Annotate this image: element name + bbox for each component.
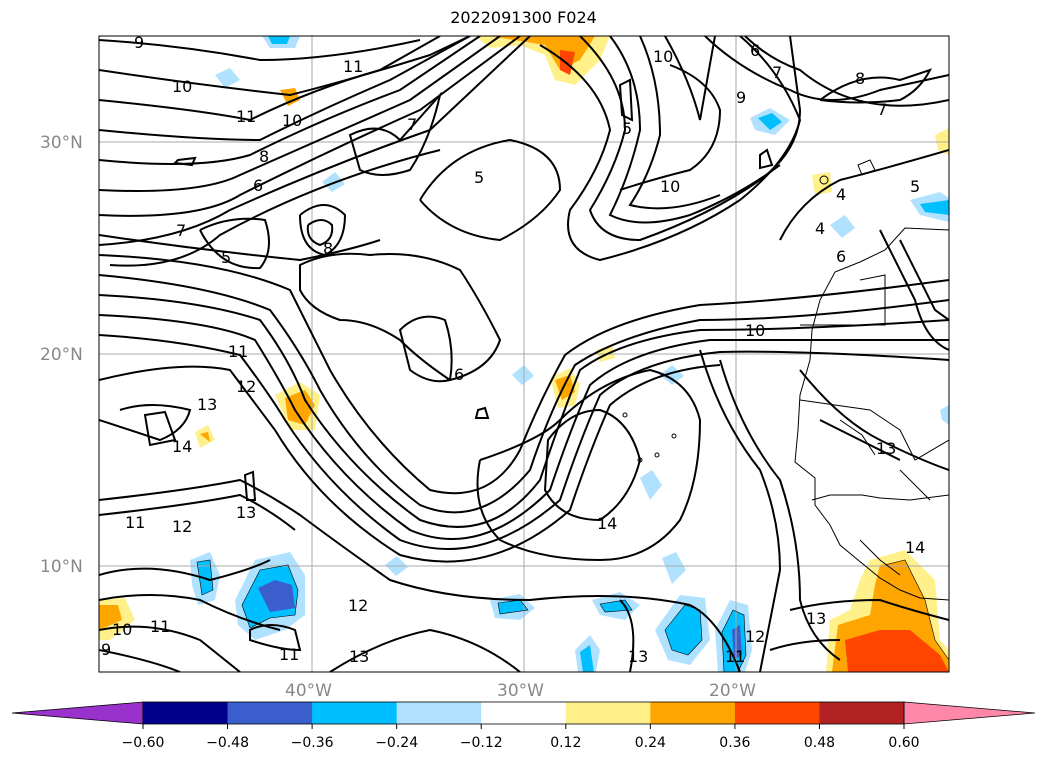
contour-label: 9 bbox=[736, 88, 746, 107]
contour-label: 11 bbox=[343, 57, 363, 76]
contour-label: 12 bbox=[172, 517, 192, 536]
contour-label: 13 bbox=[628, 647, 648, 666]
colorbar-tick-label: 0.60 bbox=[888, 735, 919, 751]
colorbar-extend-high bbox=[903, 701, 1036, 725]
contour-label: 7 bbox=[176, 221, 186, 240]
colorbar-tick-label: 0.12 bbox=[550, 735, 581, 751]
contour-label: 6 bbox=[454, 365, 464, 384]
contour-label: 10 bbox=[660, 177, 680, 196]
contour-label: 12 bbox=[348, 596, 368, 615]
contour-label: 5 bbox=[221, 248, 231, 267]
lon-label: 20°W bbox=[709, 681, 756, 701]
contour-label: 13 bbox=[349, 647, 369, 666]
map-title: 2022091300 F024 bbox=[450, 8, 597, 27]
contour-label: 10 bbox=[282, 111, 302, 130]
contour-label: 12 bbox=[745, 627, 765, 646]
contour-label: 10 bbox=[112, 620, 132, 639]
contour-label: 13 bbox=[236, 503, 256, 522]
contour-label: 5 bbox=[910, 177, 920, 196]
colorbar-cell bbox=[819, 702, 905, 724]
contour-label: 8 bbox=[259, 147, 269, 166]
contour-label: 10 bbox=[653, 47, 673, 66]
colorbar-cell bbox=[481, 702, 567, 724]
contour-label: 8 bbox=[855, 69, 865, 88]
contour-label: 11 bbox=[236, 107, 256, 126]
map-border bbox=[98, 35, 950, 673]
contour-label: 7 bbox=[407, 115, 417, 134]
contour-label: 13 bbox=[197, 395, 217, 414]
contour-label: 7 bbox=[772, 63, 782, 82]
contour-label: 10 bbox=[745, 321, 765, 340]
shading-outlines bbox=[196, 559, 949, 672]
colorbar-cell bbox=[312, 702, 398, 724]
colorbar-tick-label: −0.36 bbox=[291, 735, 334, 751]
contour-label: 10 bbox=[172, 77, 192, 96]
colorbar-tick-label: −0.48 bbox=[206, 735, 249, 751]
contour-lines bbox=[99, 36, 949, 672]
contour-label: 5 bbox=[474, 168, 484, 187]
contour-label: 11 bbox=[279, 645, 299, 664]
colorbar-cell bbox=[227, 702, 313, 724]
contour-label: 11 bbox=[150, 617, 170, 636]
gridlines bbox=[99, 36, 949, 672]
colorbar-extend-low bbox=[11, 701, 144, 725]
contour-label: 6 bbox=[836, 247, 846, 266]
colorbar-tick-label: 0.36 bbox=[719, 735, 750, 751]
colorbar-tick-label: −0.24 bbox=[375, 735, 418, 751]
contour-label: 11 bbox=[125, 513, 145, 532]
contour-label: 11 bbox=[725, 647, 745, 666]
contour-label: 12 bbox=[236, 377, 256, 396]
contour-label: 5 bbox=[622, 119, 632, 138]
lon-label: 30°W bbox=[497, 681, 544, 701]
colorbar-cell bbox=[565, 702, 651, 724]
colorbar-tick-label: −0.60 bbox=[122, 735, 165, 751]
colorbar-tick-label: 0.48 bbox=[804, 735, 835, 751]
contour-label: 4 bbox=[815, 219, 825, 238]
colorbar-tick-label: 0.24 bbox=[635, 735, 666, 751]
colorbar-cell bbox=[143, 702, 229, 724]
lat-label: 30°N bbox=[40, 133, 83, 153]
colorbar-cell bbox=[396, 702, 482, 724]
contour-label: 8 bbox=[323, 239, 333, 258]
colorbar-cell bbox=[650, 702, 736, 724]
contour-label-group: 9 10 11 11 10 8 6 7 5 8 7 5 5 10 10 6 7 … bbox=[101, 33, 925, 666]
lon-label: 40°W bbox=[285, 681, 332, 701]
colorbar-tick-label: −0.12 bbox=[460, 735, 503, 751]
contour-label: 13 bbox=[806, 609, 826, 628]
colorbar: −0.60 −0.48 −0.36 −0.24 −0.12 0.12 0.24 0.36 0.4… bbox=[11, 701, 1036, 751]
contour-label: 6 bbox=[253, 176, 263, 195]
colorbar-cell bbox=[734, 702, 820, 724]
lat-label: 20°N bbox=[40, 345, 83, 365]
contour-label: 13 bbox=[876, 439, 896, 458]
contour-label: 9 bbox=[101, 640, 111, 659]
contour-label: 4 bbox=[836, 185, 846, 204]
contour-label: 14 bbox=[172, 437, 192, 456]
contour-label: 6 bbox=[750, 41, 760, 60]
contour-label: 7 bbox=[877, 100, 887, 119]
lat-label: 10°N bbox=[40, 557, 83, 577]
contour-label: 14 bbox=[597, 514, 617, 533]
contour-label: 11 bbox=[228, 342, 248, 361]
contour-label: 9 bbox=[134, 33, 144, 52]
contour-label: 14 bbox=[905, 538, 925, 557]
coastlines bbox=[622, 159, 949, 601]
colorbar-frame bbox=[142, 701, 905, 725]
